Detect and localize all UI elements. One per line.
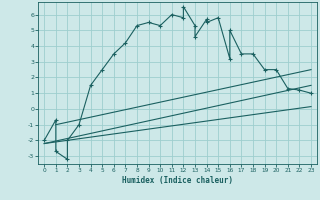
X-axis label: Humidex (Indice chaleur): Humidex (Indice chaleur): [122, 176, 233, 185]
